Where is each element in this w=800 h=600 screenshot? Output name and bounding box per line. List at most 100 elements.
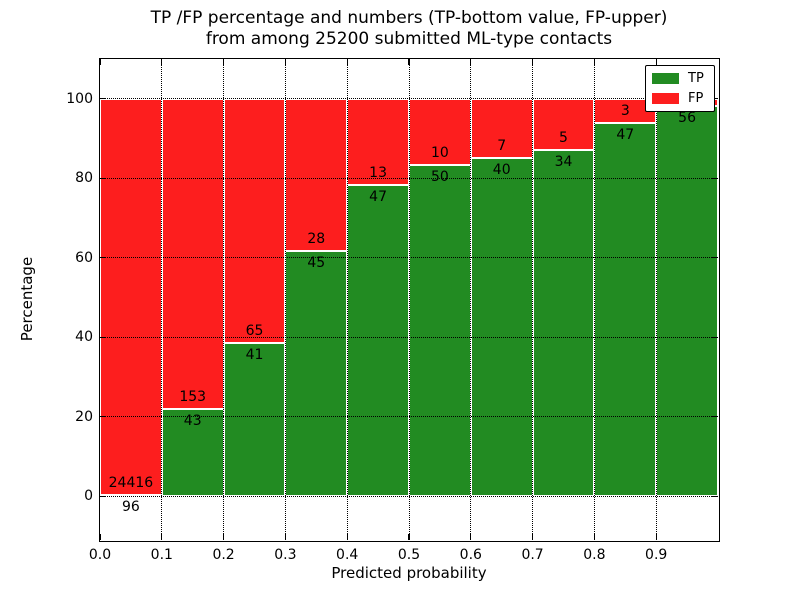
fp-count-label: 13: [369, 164, 387, 181]
x-gridline: [346, 59, 348, 540]
y-tick-mark: [100, 257, 106, 259]
y-tick-mark: [100, 416, 106, 418]
tp-count-label: 45: [307, 255, 326, 272]
fp-legend-swatch: [652, 92, 679, 104]
y-tick-label: 0: [84, 488, 93, 505]
x-tick-label: 0.2: [212, 547, 235, 563]
x-tick-label: 0.6: [459, 547, 482, 563]
x-gridline: [470, 59, 472, 540]
legend: TP FP: [645, 65, 715, 112]
fp-bar-segment: [285, 98, 348, 252]
x-tick-mark: [532, 59, 534, 65]
y-tick-mark: [100, 336, 106, 338]
x-tick-mark: [223, 534, 225, 540]
tp-count-label: 41: [245, 346, 264, 363]
legend-entry-label: FP: [688, 90, 704, 106]
tp-count-label: 96: [121, 498, 140, 515]
tp-count-label: 34: [554, 153, 573, 170]
tp-bar-segment: [223, 342, 286, 497]
x-gridline: [223, 59, 225, 540]
tp-count-label: 56: [678, 109, 696, 126]
tp-legend-swatch: [652, 73, 679, 85]
y-tick-mark: [100, 495, 106, 497]
tp-count-label: 50: [430, 169, 449, 186]
tp-bar-segment: [409, 165, 471, 497]
x-tick-mark: [284, 59, 286, 65]
x-tick-label: 0.8: [583, 547, 606, 563]
x-tick-mark: [532, 534, 534, 540]
x-tick-mark: [223, 59, 225, 65]
y-tick-mark: [100, 177, 106, 179]
tp-count-label: 47: [369, 188, 387, 205]
x-tick-label: 0.1: [150, 547, 173, 563]
tp-count-label: 43: [183, 413, 202, 430]
x-tick-mark: [655, 534, 657, 540]
fp-count-label: 10: [430, 145, 449, 162]
y-tick-label: 60: [75, 249, 93, 266]
y-axis-label: Percentage: [18, 256, 36, 342]
chart-title-line2: from among 25200 submitted ML-type conta…: [205, 29, 613, 49]
y-tick-label: 20: [75, 408, 93, 425]
fp-count-label: 7: [497, 137, 507, 154]
fp-bar-segment: [161, 98, 224, 410]
tp-bar-segment: [656, 105, 718, 497]
x-tick-mark: [655, 59, 657, 65]
x-tick-mark: [346, 534, 348, 540]
fp-count-label: 28: [307, 231, 326, 248]
chart-title-line1: TP /FP percentage and numbers (TP-bottom…: [150, 8, 668, 28]
x-tick-label: 0.4: [336, 547, 359, 563]
tp-bar-segment: [470, 157, 533, 497]
x-tick-mark: [161, 59, 163, 65]
fp-count-label: 65: [245, 322, 264, 339]
y-tick-mark: [712, 98, 718, 100]
x-gridline: [655, 59, 657, 540]
x-tick-label: 0.7: [521, 547, 544, 563]
y-tick-mark: [712, 257, 718, 259]
x-axis-label: Predicted probability: [331, 564, 487, 582]
x-gridline: [532, 59, 534, 540]
fp-bar-segment: [100, 98, 162, 495]
tp-bar-segment: [532, 149, 595, 497]
x-tick-mark: [346, 59, 348, 65]
y-tick-mark: [712, 336, 718, 338]
x-gridline: [161, 59, 163, 540]
x-tick-label: 0.3: [274, 547, 297, 563]
legend-entry-tp: TP: [652, 72, 708, 85]
x-tick-mark: [593, 59, 595, 65]
fp-bar-segment: [223, 98, 286, 343]
tp-count-label: 47: [616, 126, 635, 143]
x-tick-mark: [161, 534, 163, 540]
fp-count-label: 153: [179, 389, 207, 406]
legend-entry-label: TP: [688, 71, 704, 87]
x-tick-mark: [284, 534, 286, 540]
x-tick-mark: [99, 59, 101, 65]
tp-count-label: 40: [492, 161, 511, 178]
y-tick-label: 40: [75, 329, 93, 346]
y-tick-mark: [712, 495, 718, 497]
fp-count-label: 3: [620, 102, 630, 119]
x-tick-label: 0.9: [645, 547, 668, 563]
y-tick-mark: [100, 98, 106, 100]
x-tick-mark: [408, 534, 410, 540]
y-tick-label: 100: [66, 90, 93, 107]
x-tick-mark: [408, 59, 410, 65]
plot-area: 2441696153436541284513471050740534347156: [99, 59, 718, 540]
x-gridline: [408, 59, 410, 540]
x-tick-mark: [470, 534, 472, 540]
fp-count-label: 5: [559, 129, 568, 146]
x-tick-label: 0.5: [397, 547, 421, 563]
y-tick-mark: [712, 416, 718, 418]
x-tick-mark: [593, 534, 595, 540]
tp-bar-segment: [285, 251, 348, 497]
y-tick-mark: [712, 177, 718, 179]
x-tick-label: 0.0: [88, 547, 112, 563]
x-gridline: [593, 59, 595, 540]
fp-count-label: 24416: [108, 474, 154, 491]
y-tick-label: 80: [75, 170, 93, 187]
legend-entry-fp: FP: [652, 92, 708, 105]
x-tick-mark: [470, 59, 472, 65]
tp-bar-segment: [347, 184, 409, 497]
x-tick-mark: [99, 534, 101, 540]
x-gridline: [284, 59, 286, 540]
